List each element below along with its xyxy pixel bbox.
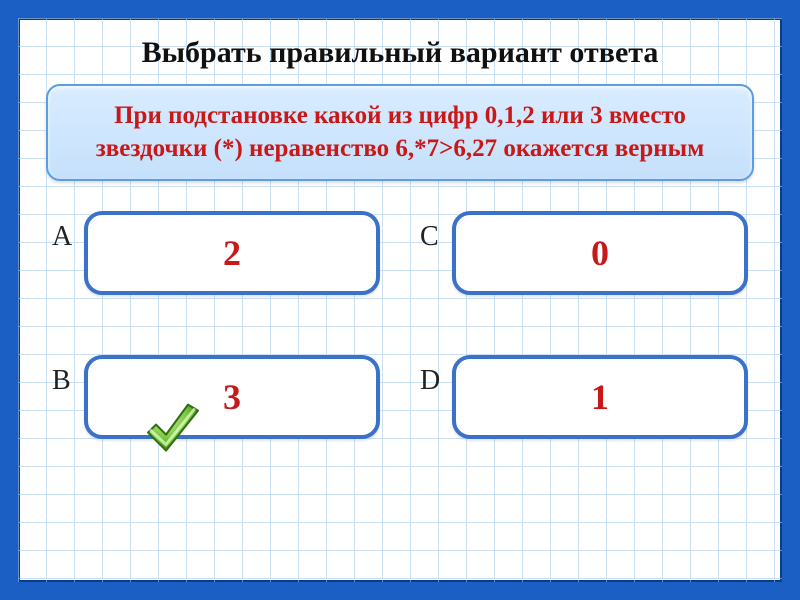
answer-letter-d: D: [420, 365, 452, 397]
answer-box-d[interactable]: 1: [452, 355, 748, 439]
answers-grid: A 2 C 0 B 3: [46, 211, 754, 439]
answer-letter-a: A: [52, 221, 84, 253]
answer-letter-b: B: [52, 365, 84, 397]
answer-value-d: 1: [591, 376, 609, 418]
answer-cell-c: C 0: [420, 211, 748, 295]
answer-letter-c: C: [420, 221, 452, 253]
answer-value-b: 3: [223, 376, 241, 418]
answer-cell-b: B 3: [52, 355, 380, 439]
answer-cell-a: A 2: [52, 211, 380, 295]
answer-value-c: 0: [591, 232, 609, 274]
page-title: Выбрать правильный вариант ответа: [46, 36, 754, 70]
answer-value-a: 2: [223, 232, 241, 274]
content-area: Выбрать правильный вариант ответа При по…: [18, 18, 782, 582]
answer-cell-d: D 1: [420, 355, 748, 439]
question-box: При подстановке какой из цифр 0,1,2 или …: [46, 84, 754, 181]
answer-box-c[interactable]: 0: [452, 211, 748, 295]
outer-frame: Выбрать правильный вариант ответа При по…: [0, 0, 800, 600]
correct-checkmark-icon: [136, 395, 210, 469]
answer-box-a[interactable]: 2: [84, 211, 380, 295]
answer-box-b[interactable]: 3: [84, 355, 380, 439]
